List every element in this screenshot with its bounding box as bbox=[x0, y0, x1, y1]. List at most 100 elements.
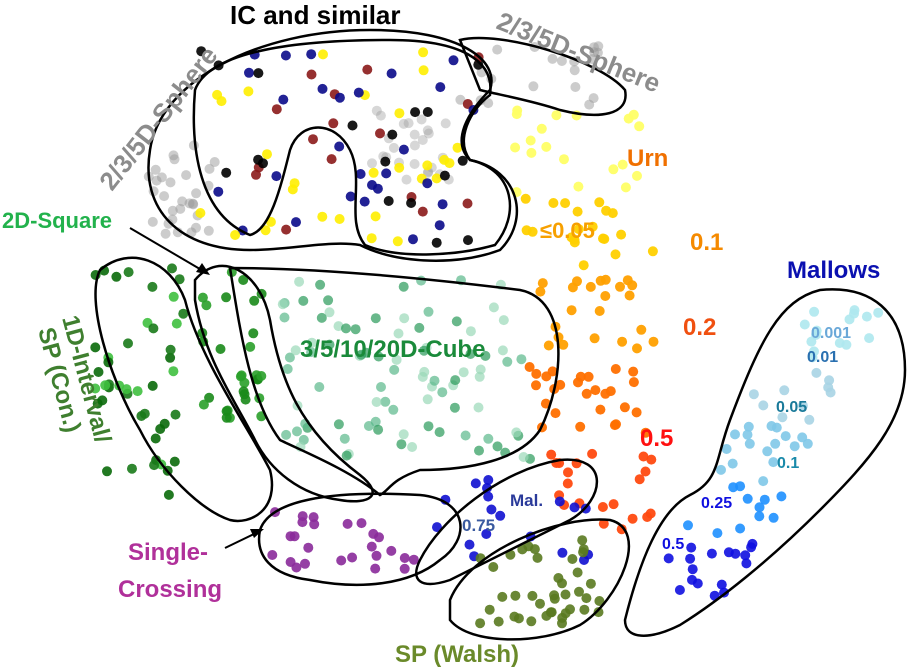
interval-point bbox=[127, 463, 137, 474]
sphere-point bbox=[556, 56, 567, 66]
mallows-point bbox=[730, 429, 740, 440]
cube-point bbox=[376, 382, 386, 392]
mallows-point bbox=[811, 325, 822, 336]
ic-point bbox=[355, 169, 366, 179]
cube-point bbox=[282, 364, 293, 374]
cube-point bbox=[373, 424, 384, 435]
label-single-2: Crossing bbox=[118, 576, 222, 603]
arrows bbox=[129, 227, 264, 549]
urn-point bbox=[566, 305, 577, 316]
sphere-point bbox=[547, 53, 558, 64]
ic-point bbox=[422, 178, 433, 189]
single-crossing-point bbox=[370, 563, 381, 574]
sphere-point bbox=[209, 157, 220, 167]
square-point bbox=[221, 292, 232, 303]
urn-point bbox=[573, 224, 584, 235]
single-crossing-point bbox=[399, 553, 410, 563]
single-crossing-point bbox=[408, 554, 419, 565]
label-mal: Mal. bbox=[510, 491, 543, 510]
cube-point bbox=[480, 350, 491, 361]
single-crossing-point bbox=[309, 519, 320, 530]
mallows-point bbox=[683, 520, 693, 531]
urn-point bbox=[595, 404, 606, 415]
cube-point bbox=[324, 307, 335, 318]
ic-point bbox=[437, 199, 448, 210]
mallows-075-point bbox=[557, 547, 568, 558]
single-crossing-point bbox=[308, 512, 319, 523]
mallows-point bbox=[712, 528, 723, 539]
cube-point bbox=[474, 445, 484, 456]
walsh-point bbox=[484, 604, 495, 615]
sphere-point bbox=[417, 135, 428, 145]
mallows-point bbox=[754, 511, 765, 522]
ic-point bbox=[281, 224, 292, 235]
cube-point bbox=[429, 375, 440, 386]
interval-point bbox=[148, 323, 159, 334]
label-mal-075: 0.75 bbox=[462, 516, 495, 535]
urn-point bbox=[548, 198, 559, 208]
urn-point bbox=[537, 278, 548, 289]
sphere-point bbox=[492, 44, 503, 55]
urn-point bbox=[581, 388, 592, 399]
label-urn-005: ≤0.05 bbox=[540, 218, 595, 243]
ic-point bbox=[435, 82, 446, 93]
interval-point bbox=[123, 267, 134, 278]
urn-point bbox=[616, 524, 627, 535]
urn-point bbox=[607, 208, 618, 219]
cube-point bbox=[315, 279, 326, 290]
ic-point bbox=[368, 167, 379, 178]
urn-point bbox=[619, 402, 630, 413]
mallows-075-point bbox=[569, 502, 580, 513]
urn-point bbox=[590, 385, 601, 396]
walsh-point bbox=[527, 590, 538, 601]
ic-point bbox=[216, 96, 227, 107]
urn-point bbox=[536, 123, 547, 134]
region-single-crossing bbox=[257, 492, 462, 587]
ic-point bbox=[362, 64, 373, 75]
urn-point bbox=[572, 276, 582, 287]
walsh-point bbox=[560, 608, 571, 619]
interval-point bbox=[178, 308, 189, 319]
cube-point bbox=[356, 349, 367, 360]
mallows-point bbox=[748, 389, 759, 400]
cube-point bbox=[473, 402, 484, 413]
square-arrow bbox=[129, 227, 206, 273]
mallows-075-point bbox=[486, 504, 497, 515]
cube-point bbox=[281, 429, 292, 440]
mallows-point bbox=[825, 387, 836, 398]
walsh-point bbox=[509, 611, 520, 622]
urn-point bbox=[628, 366, 639, 377]
region-mallows bbox=[623, 288, 907, 637]
sphere-point bbox=[168, 150, 179, 161]
sphere-point bbox=[147, 216, 158, 227]
cube-point bbox=[458, 367, 469, 378]
urn-point bbox=[595, 275, 606, 286]
mallows-point bbox=[744, 438, 755, 449]
sphere-point bbox=[589, 42, 599, 53]
mallows-point bbox=[758, 400, 769, 411]
ic-point bbox=[291, 217, 301, 228]
walsh-point bbox=[493, 616, 504, 627]
mallows-point bbox=[768, 512, 779, 523]
sphere-point bbox=[455, 94, 466, 105]
cube-point bbox=[488, 302, 499, 313]
single-crossing-point bbox=[356, 518, 367, 529]
label-mallows-05: 0.5 bbox=[662, 536, 684, 553]
ic-point bbox=[452, 142, 463, 153]
urn-point bbox=[578, 260, 589, 271]
square-arrow-head bbox=[196, 263, 210, 275]
urn-point bbox=[636, 324, 647, 335]
cube-point bbox=[417, 371, 428, 382]
walsh-point bbox=[581, 593, 592, 604]
square-point bbox=[256, 371, 267, 381]
ic-point bbox=[345, 191, 356, 202]
urn-point bbox=[642, 512, 653, 522]
urn-point bbox=[627, 280, 638, 291]
mallows-075-point bbox=[483, 475, 494, 485]
cube-point bbox=[314, 382, 325, 392]
walsh-point bbox=[560, 589, 571, 600]
sphere-point bbox=[203, 225, 214, 236]
walsh-point bbox=[488, 562, 499, 572]
ic-point bbox=[408, 234, 418, 245]
walsh-point bbox=[594, 596, 605, 606]
